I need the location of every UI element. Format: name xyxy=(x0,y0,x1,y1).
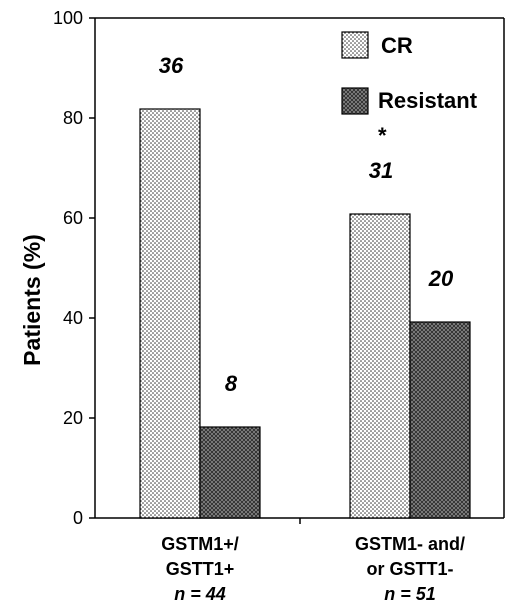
data-label-cr-1: 36 xyxy=(159,53,184,78)
x-category-labels: GSTM1+/ GSTT1+ n = 44 GSTM1- and/or GSTT1- n… xyxy=(161,534,465,604)
y-tick-label: 80 xyxy=(63,108,83,128)
legend-swatch-resistant xyxy=(341,87,369,115)
significance-asterisk: * xyxy=(378,123,387,148)
data-labels: 36 31 8 20 xyxy=(159,53,454,396)
y-tick-label: 60 xyxy=(63,208,83,228)
data-label-cr-2: 31 xyxy=(369,158,393,183)
y-tick-label: 100 xyxy=(53,8,83,28)
x-category-label: GSTT1+ xyxy=(166,559,235,579)
y-ticks: 0 20 40 60 80 100 xyxy=(53,8,95,528)
x-category-n-label: n = 51 xyxy=(384,584,436,604)
x-category-n-label: n = 44 xyxy=(174,584,226,604)
x-category-label: GSTM1- and/ xyxy=(355,534,465,554)
y-tick-label: 40 xyxy=(63,308,83,328)
x-category-label: or GSTT1- xyxy=(366,559,453,579)
legend-label-cr: CR xyxy=(381,33,413,58)
data-label-resistant-1: 8 xyxy=(225,371,238,396)
legend-swatch-cr xyxy=(341,31,369,59)
bars xyxy=(139,108,471,519)
data-label-resistant-2: 20 xyxy=(428,266,454,291)
bar-resistant-1 xyxy=(199,426,261,519)
y-axis-label: Patients (%) xyxy=(19,234,45,366)
y-tick-label: 20 xyxy=(63,408,83,428)
bar-resistant-2 xyxy=(409,321,471,519)
bar-cr-2 xyxy=(349,213,411,519)
legend-label-resistant: Resistant xyxy=(378,88,478,113)
x-category-label: GSTM1+/ xyxy=(161,534,239,554)
y-tick-label: 0 xyxy=(73,508,83,528)
legend: CR Resistant * xyxy=(341,31,478,148)
bar-cr-1 xyxy=(139,108,201,519)
